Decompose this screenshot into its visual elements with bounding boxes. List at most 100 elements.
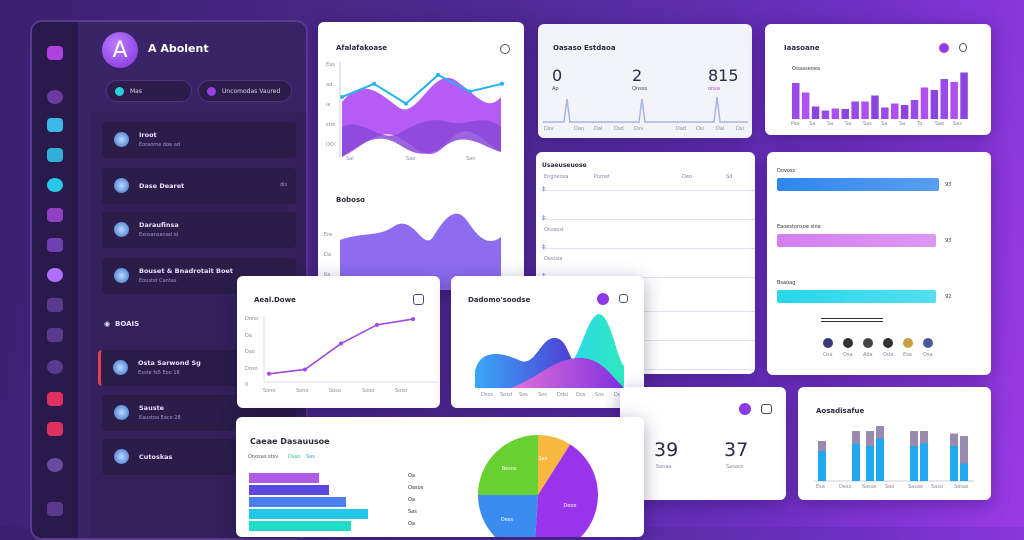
tick-label: Deso xyxy=(839,484,852,490)
globe-icon[interactable] xyxy=(47,118,63,132)
tick-label: Esa xyxy=(816,484,825,490)
horizontal-bar xyxy=(249,473,319,483)
flower-icon[interactable] xyxy=(47,392,63,406)
user-icon[interactable] xyxy=(47,208,63,222)
line-series xyxy=(268,318,414,375)
settings-icon[interactable] xyxy=(597,293,609,305)
image-icon[interactable] xyxy=(761,404,772,414)
tick-label: Sas xyxy=(863,121,872,127)
line-point xyxy=(303,367,307,372)
bar-chart-card: Iaasoane Ooaaseoea Pas Sa Sa Sa Sas Sa Sa To Sae… xyxy=(765,24,991,135)
tick-label: Dal xyxy=(594,126,603,132)
tick-label: Dsv xyxy=(544,126,554,132)
item-badge: dis xyxy=(280,182,288,188)
tick-label: Pumet xyxy=(594,174,611,180)
row-marker-icon[interactable]: ‡ xyxy=(542,214,546,222)
row-marker-icon[interactable]: ‡ xyxy=(542,243,546,251)
orb-icon[interactable] xyxy=(47,268,63,282)
tick-label: Ddsi xyxy=(557,392,569,398)
line-point xyxy=(436,73,440,77)
tick-label: Sae xyxy=(935,121,945,127)
list-icon[interactable] xyxy=(47,328,63,342)
legend-item: Sas xyxy=(306,454,315,460)
card-title: Iaasoane xyxy=(784,44,820,52)
pie-label: Besos xyxy=(501,465,517,472)
progress-value: 93 xyxy=(945,182,952,188)
wave-chart xyxy=(339,62,504,290)
tick-label: ia xyxy=(326,102,331,108)
area-series-3 xyxy=(511,357,624,388)
tick-label: Sos xyxy=(538,392,547,398)
stack-bar-top xyxy=(852,431,860,444)
tick-label: DO xyxy=(326,142,334,148)
table-row-divider xyxy=(542,248,755,249)
list-item[interactable]: Dase Dearet dis xyxy=(102,168,296,204)
stat-value: 39 xyxy=(654,439,679,461)
app-title: A Abolent xyxy=(148,42,209,55)
wave-area-1 xyxy=(342,77,501,157)
item-title: Sauste xyxy=(139,404,165,412)
bar xyxy=(910,100,919,119)
pie-slice xyxy=(478,495,538,537)
row-marker-icon[interactable]: ‡ xyxy=(542,185,546,193)
link-icon[interactable] xyxy=(47,148,63,162)
tick-label: Soso xyxy=(329,388,341,394)
legend-label: Oasos xyxy=(408,485,424,491)
chat-icon[interactable] xyxy=(500,44,510,54)
spike-line xyxy=(543,96,748,123)
tick-label: Osa xyxy=(843,352,853,358)
tick-label: Soso xyxy=(395,388,407,394)
bar xyxy=(811,106,820,119)
tick-label: Sd xyxy=(726,174,733,180)
legend-item: Onosas stsv xyxy=(248,454,279,460)
section-label: BOAIS xyxy=(114,320,140,328)
stat-value: 815 xyxy=(708,66,739,85)
grid-icon[interactable] xyxy=(47,90,63,104)
list-item[interactable]: Iroot Eoraome doe ad xyxy=(102,122,296,158)
badge-icon[interactable] xyxy=(739,403,751,415)
file-icon[interactable] xyxy=(47,502,63,516)
tick-label: Ere xyxy=(324,232,333,238)
card-subtitle: Boboso xyxy=(336,196,365,204)
stat-value: 2 xyxy=(632,66,643,85)
horizontal-bar xyxy=(249,497,346,507)
line-point xyxy=(375,322,379,327)
chat-icon[interactable] xyxy=(47,178,63,192)
bar xyxy=(851,101,859,119)
tick-label: Dos xyxy=(576,392,586,398)
tick-label: Sao xyxy=(406,156,416,162)
pill-button-1[interactable]: Mas xyxy=(106,80,192,102)
bar xyxy=(940,79,948,119)
pill-button-2[interactable]: Uncomodas Vaured xyxy=(198,80,292,102)
expand-icon[interactable] xyxy=(413,294,424,305)
list-item[interactable]: Daraufinsa Exosansanad id xyxy=(102,212,296,248)
heart-icon[interactable] xyxy=(47,422,63,436)
tick-label: Dsd xyxy=(614,126,624,132)
tick-label: Osa xyxy=(923,352,933,358)
logo-icon[interactable] xyxy=(47,46,63,60)
bar xyxy=(920,87,929,119)
stack-bar-top xyxy=(876,426,884,439)
layers-icon[interactable] xyxy=(47,238,63,252)
share-icon[interactable] xyxy=(619,294,628,303)
refresh-icon[interactable] xyxy=(959,43,967,52)
progress-value: 93 xyxy=(945,238,952,244)
stat-label: Ap xyxy=(552,86,559,92)
item-title: Bouset & Bnadrotait Boet xyxy=(139,267,233,275)
pie-slice xyxy=(535,444,598,537)
user-avatar-icon xyxy=(923,338,933,348)
pie-label: Dess xyxy=(500,517,514,524)
settings-icon[interactable] xyxy=(939,43,949,53)
target-icon[interactable] xyxy=(47,458,63,472)
progress-label: Dovoss xyxy=(777,168,796,174)
legend-label: Sas xyxy=(408,509,417,515)
pill-label: Mas xyxy=(130,87,142,95)
wave-area-2 xyxy=(342,120,501,157)
chart-icon[interactable] xyxy=(47,298,63,312)
avatar[interactable]: A xyxy=(102,32,138,68)
progress-bar xyxy=(777,178,939,191)
item-subtitle: Exosansanad id xyxy=(139,232,179,238)
stack-bar-top xyxy=(818,441,826,451)
people-icon[interactable] xyxy=(47,360,63,374)
bar xyxy=(891,103,899,119)
